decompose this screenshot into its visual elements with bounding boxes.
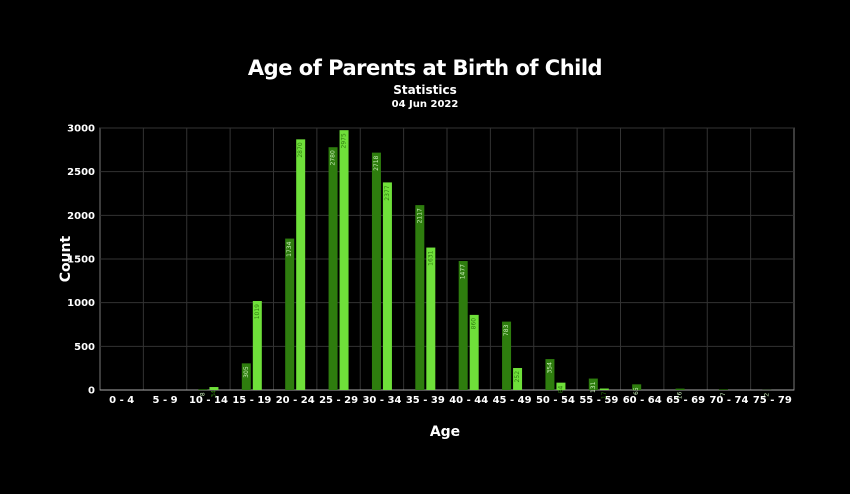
x-tick-label: 30 - 34 [362,395,401,406]
bar [458,261,468,390]
x-tick-label: 50 - 54 [536,395,575,406]
x-tick-label: 25 - 29 [319,395,358,406]
bar [296,139,306,390]
bar [198,389,208,390]
bar [252,301,262,390]
y-tick-label: 0 [88,386,95,397]
bar [426,247,436,390]
x-tick-label: 15 - 19 [232,395,271,406]
chart-title: Age of Parents at Birth of Child [247,56,603,80]
data-label: 354 [546,362,553,374]
data-label: 2117 [416,208,423,223]
x-tick-label: 5 - 9 [153,395,178,406]
bar [632,384,642,390]
bar [415,205,425,390]
bar [599,388,609,390]
x-tick-label: 60 - 64 [623,395,662,406]
data-label: 860 [471,318,478,330]
bar [675,388,685,390]
data-label: 84 [557,385,564,393]
bar [328,147,338,390]
data-label: 65 [633,387,640,395]
y-tick-label: 3000 [67,124,95,135]
data-label: 2780 [330,150,337,165]
data-label: 252 [514,371,521,383]
data-label: 1631 [427,250,434,265]
bar [556,382,566,390]
x-tick-label: 75 - 79 [753,395,792,406]
data-label: 34 [210,390,217,398]
bar [209,387,219,390]
data-label: 783 [503,324,510,336]
bar [469,314,479,390]
y-axis-title: Count [58,235,74,282]
x-tick-label: 0 - 4 [109,395,134,406]
x-tick-label: 65 - 69 [666,395,705,406]
x-tick-label: 70 - 74 [709,395,748,406]
data-label: 2870 [297,142,304,157]
y-tick-label: 1500 [67,255,95,266]
data-label: 1477 [460,264,467,279]
y-tick-label: 500 [74,342,95,353]
bar [371,152,381,390]
data-label: 7 [720,392,727,396]
bar [285,238,295,390]
data-label: 2718 [373,155,380,170]
x-tick-label: 20 - 24 [276,395,315,406]
bar [502,321,512,390]
chart-subtitle: Statistics [393,83,457,97]
x-tick-label: 55 - 59 [579,395,618,406]
y-tick-label: 1000 [67,298,95,309]
x-tick-label: 40 - 44 [449,395,488,406]
x-tick-label: 45 - 49 [493,395,532,406]
data-label: 17 [601,391,608,399]
y-tick-label: 2000 [67,211,95,222]
data-label: 131 [590,381,597,393]
x-tick-label: 35 - 39 [406,395,445,406]
bar [545,359,555,390]
data-label: 2 [763,393,770,397]
data-label: 1734 [286,241,293,256]
x-axis-title: Age [430,424,460,440]
x-tick-label: 10 - 14 [189,395,228,406]
data-label: 2975 [341,133,348,148]
bar [382,182,392,390]
data-label: 8 [199,392,206,396]
bar [513,367,523,390]
y-tick-label: 2500 [67,167,95,178]
bar [339,130,349,390]
data-label: 1019 [254,304,261,319]
bar [588,378,598,390]
bar [241,363,251,390]
data-label: 16 [677,391,684,399]
bar [718,389,728,390]
chart-date: 04 Jun 2022 [391,99,459,110]
data-label: 2377 [384,185,391,200]
data-label: 305 [243,366,250,378]
